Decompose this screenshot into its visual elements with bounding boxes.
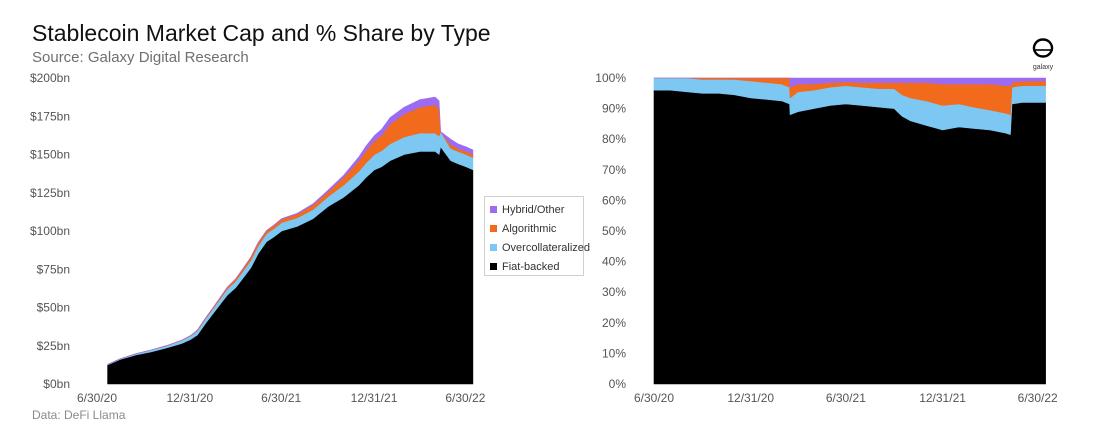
mcap-y-tick-label: $50bn <box>37 301 70 315</box>
share-y-tick-label: 90% <box>602 102 626 116</box>
share-area-hybrid-other <box>654 77 1046 88</box>
legend-swatch-overcollateralized <box>490 244 497 251</box>
mcap-y-tick-label: $125bn <box>30 186 70 200</box>
share-y-tick-label: 100% <box>595 71 626 85</box>
share-y-tick-label: 0% <box>609 377 627 391</box>
share-y-tick-label: 80% <box>602 132 626 146</box>
mcap-y-tick-label: $100bn <box>30 224 70 238</box>
share-y-tick-label: 30% <box>602 285 626 299</box>
mcap-y-tick-label: $25bn <box>37 339 70 353</box>
legend-swatch-fiat <box>490 263 497 270</box>
mcap-y-tick-label: $75bn <box>37 262 70 276</box>
share-area-fiat-backed <box>653 89 1046 385</box>
legend-item-hybrid: Hybrid/Other <box>490 200 583 219</box>
legend-item-fiat: Fiat-backed <box>490 257 583 276</box>
mcap-y-tick-label: $200bn <box>30 71 70 85</box>
chart-title: Stablecoin Market Cap and % Share by Typ… <box>32 20 491 46</box>
galaxy-logo-icon <box>1032 38 1054 58</box>
share-x-tick-label: 6/30/20 <box>634 391 674 405</box>
share-x-tick-label: 12/31/21 <box>919 391 966 405</box>
chart-subtitle: Source: Galaxy Digital Research <box>32 49 249 66</box>
mcap-x-tick-label: 6/30/20 <box>77 391 117 405</box>
legend-label-overcollateralized: Overcollateralized <box>502 241 591 254</box>
legend-label-hybrid: Hybrid/Other <box>502 203 565 216</box>
legend-label-algorithmic: Algorithmic <box>502 222 557 235</box>
mcap-y-tick-label: $0bn <box>43 377 70 391</box>
mcap-area-hybrid-other <box>107 96 474 365</box>
galaxy-logo-text: galaxy <box>1032 64 1054 71</box>
share-x-tick-label: 6/30/22 <box>1018 391 1058 405</box>
legend: Hybrid/Other Algorithmic Overcollaterali… <box>484 196 590 276</box>
share-y-tick-label: 50% <box>602 224 626 238</box>
mcap-x-tick-label: 6/30/22 <box>445 391 485 405</box>
share-y-tick-label: 10% <box>602 346 626 360</box>
mcap-x-tick-label: 6/30/21 <box>261 391 301 405</box>
share-y-tick-label: 70% <box>602 163 626 177</box>
data-source-note: Data: DeFi Llama <box>32 408 126 422</box>
mcap-y-tick-label: $150bn <box>30 148 70 162</box>
legend-item-algorithmic: Algorithmic <box>490 219 583 238</box>
mcap-y-tick-label: $175bn <box>30 109 70 123</box>
share-x-tick-label: 12/31/20 <box>727 391 774 405</box>
share-y-tick-label: 20% <box>602 316 626 330</box>
mcap-x-tick-label: 12/31/21 <box>351 391 398 405</box>
share-y-tick-label: 40% <box>602 255 626 269</box>
legend-swatch-hybrid <box>490 206 497 213</box>
legend-label-fiat: Fiat-backed <box>502 260 560 273</box>
share-y-tick-label: 60% <box>602 193 626 207</box>
mcap-x-tick-label: 12/31/20 <box>166 391 213 405</box>
legend-item-overcollateralized: Overcollateralized <box>490 238 590 257</box>
share-x-tick-label: 6/30/21 <box>826 391 866 405</box>
galaxy-logo: galaxy <box>1030 38 1056 71</box>
legend-swatch-algorithmic <box>490 225 497 232</box>
